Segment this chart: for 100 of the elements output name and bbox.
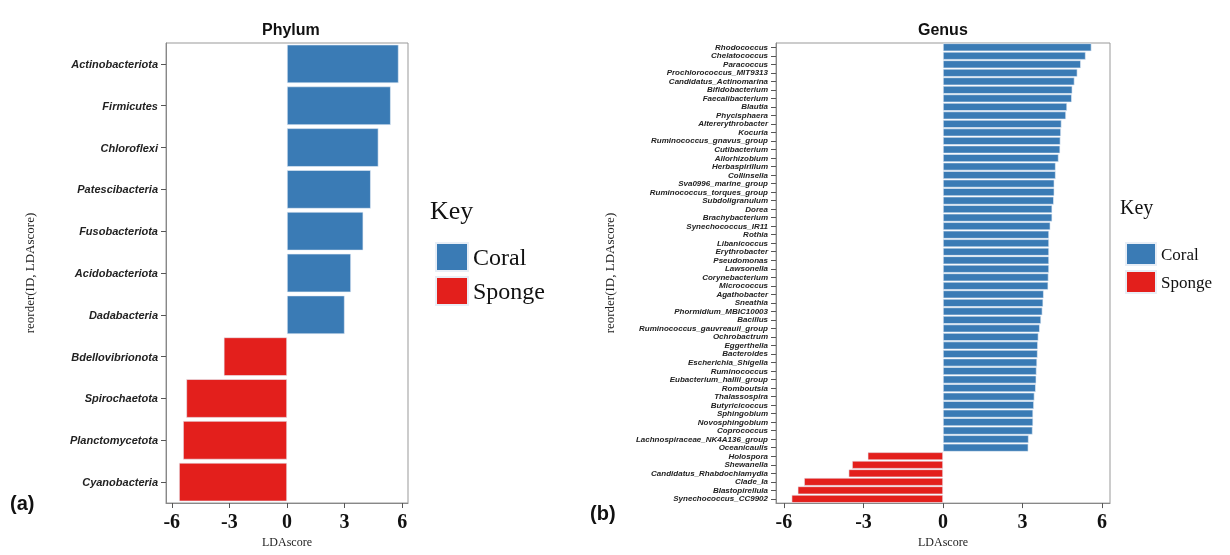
y-tick-label: Prochlorococcus_MIT9313 <box>666 68 769 78</box>
chart-title: Genus <box>918 20 968 38</box>
y-tick-label: Blautia <box>741 102 769 112</box>
y-tick-label: Allorhizobium <box>713 153 768 163</box>
y-tick-label: Novosphingobium <box>697 417 768 427</box>
bar <box>183 421 287 460</box>
x-tick-label: 0 <box>938 510 948 533</box>
y-tick-label: Rhodococcus <box>715 42 769 52</box>
legend-label: Sponge <box>1161 272 1212 292</box>
y-tick-label: Blastopirellula <box>712 485 769 495</box>
bar <box>287 253 351 293</box>
y-tick-label: Dadabacteria <box>88 308 158 321</box>
y-tick-label: Dorea <box>745 204 769 214</box>
x-tick-label: -6 <box>775 510 793 533</box>
legend-label: Coral <box>1161 244 1200 264</box>
y-tick-label: Ruminococcus_torques_group <box>649 187 769 197</box>
y-tick-label: Fusobacteriota <box>79 225 158 238</box>
y-tick-label: Romboutsia <box>721 383 769 393</box>
y-tick-label: Actinobacteriota <box>70 57 158 70</box>
y-tick-label: Ruminococcus_gauvreauii_group <box>639 323 769 333</box>
chart-title: Phylum <box>262 20 320 38</box>
y-tick-label: Coprococcus <box>716 426 769 436</box>
y-tick-label: Pseudomonas <box>713 255 769 265</box>
y-tick-label: Sneathia <box>734 298 769 308</box>
legend-label: Coral <box>473 244 527 270</box>
y-tick-label: Ruminococcus <box>710 366 769 376</box>
y-tick-label: Thalassospira <box>714 392 769 402</box>
x-tick-label: -3 <box>221 510 238 532</box>
y-tick-label: Agathobacter <box>715 289 769 299</box>
y-tick-label: Corynebacterium <box>702 272 768 282</box>
y-tick-label: Patescibacteria <box>77 183 158 196</box>
y-tick-label: Ochrobactrum <box>712 332 768 342</box>
y-tick-label: Bacillus <box>737 315 769 325</box>
y-tick-label: Candidatus_Actinomarina <box>668 76 769 86</box>
x-tick-label: -6 <box>163 510 181 532</box>
y-tick-label: Eubacterium_hallii_group <box>669 375 769 385</box>
y-tick-label: Cutibacterium <box>714 145 768 154</box>
y-axis-title: reorder(ID, LDAscore) <box>602 212 617 334</box>
x-axis-title: LDAscore <box>262 534 312 549</box>
y-tick-label: Subdoligranulum <box>702 196 768 206</box>
y-tick-label: Brachybacterium <box>702 213 768 223</box>
x-tick-label: 6 <box>397 510 408 532</box>
bar <box>287 170 371 209</box>
x-tick-label: -3 <box>855 510 872 533</box>
y-tick-label: Candidatus_Rhabdochlamydia <box>651 468 769 478</box>
y-tick-label: Synechococcus_CC9902 <box>673 494 769 504</box>
text: (a) <box>10 492 35 514</box>
bar <box>223 337 287 376</box>
legend-title: Key <box>1120 196 1154 219</box>
legend-title: Key <box>430 195 474 225</box>
x-axis-title: LDAscore <box>918 535 968 549</box>
bar <box>287 211 364 251</box>
y-tick-label: Sphingobium <box>716 409 768 419</box>
y-tick-label: Synechococcus_IR11 <box>686 221 769 231</box>
x-tick-label: 0 <box>282 510 292 532</box>
bar <box>287 86 391 125</box>
y-tick-label: Lachnospiraceae_NK4A136_group <box>635 434 769 444</box>
y-tick-label: Escherichia_Shigella <box>687 358 769 368</box>
y-tick-label: Libanicoccus <box>716 238 769 248</box>
y-tick-label: Altererythrobacter <box>697 119 769 129</box>
y-tick-label: Bacteroides <box>722 349 769 359</box>
y-tick-label: Eggerthella <box>724 340 769 350</box>
y-tick-label: Bifidobacterium <box>707 85 768 95</box>
y-tick-label: Kocuria <box>738 127 769 137</box>
y-tick-label: Lawsonella <box>724 264 769 274</box>
x-tick-label: 6 <box>1097 510 1108 533</box>
y-tick-label: Rothia <box>743 230 769 240</box>
bar <box>179 462 287 502</box>
y-tick-label: Herbaspirillum <box>711 162 768 172</box>
y-tick-label: Holospora <box>728 451 769 461</box>
y-tick-label: Cyanobacteria <box>82 476 158 489</box>
y-tick-label: Acidobacteriota <box>73 267 158 279</box>
x-tick-label: 3 <box>339 510 350 532</box>
y-tick-label: Faecalibacterium <box>702 93 768 103</box>
y-tick-label: Clade_Ia <box>735 477 769 487</box>
legend-label: Sponge <box>473 278 545 304</box>
y-tick-label: Phormidium_MBIC10003 <box>674 306 769 316</box>
y-tick-label: Firmicutes <box>102 99 158 112</box>
y-tick-label: Chelatococcus <box>711 51 769 61</box>
y-tick-label: Phycisphaera <box>715 110 769 120</box>
y-tick-label: Collinsella <box>727 170 769 180</box>
y-tick-label: Chloroflexi <box>100 141 159 154</box>
bar <box>287 44 399 84</box>
y-tick-label: Shewanella <box>724 460 769 470</box>
y-axis-title: reorder(ID, LDAscore) <box>22 212 37 334</box>
y-tick-label: Micrococcus <box>719 281 769 291</box>
y-tick-label: Oceanicaulis <box>718 443 769 453</box>
bar <box>186 379 287 418</box>
y-tick-label: Planctomycetota <box>69 434 158 447</box>
bar <box>287 128 379 167</box>
x-tick-label: 3 <box>1017 510 1028 533</box>
text: (b) <box>590 502 616 524</box>
y-tick-label: Butyricicoccus <box>710 400 769 410</box>
y-tick-label: Sva0996_marine_group <box>678 179 769 189</box>
y-tick-label: Bdellovibrionota <box>71 350 158 363</box>
y-tick-label: Erythrobacter <box>715 247 769 257</box>
y-tick-label: Paracoccus <box>723 59 769 69</box>
y-tick-label: Ruminococcus_gnavus_group <box>651 136 769 146</box>
y-tick-label: Spirochaetota <box>84 392 158 405</box>
bar <box>287 295 345 335</box>
